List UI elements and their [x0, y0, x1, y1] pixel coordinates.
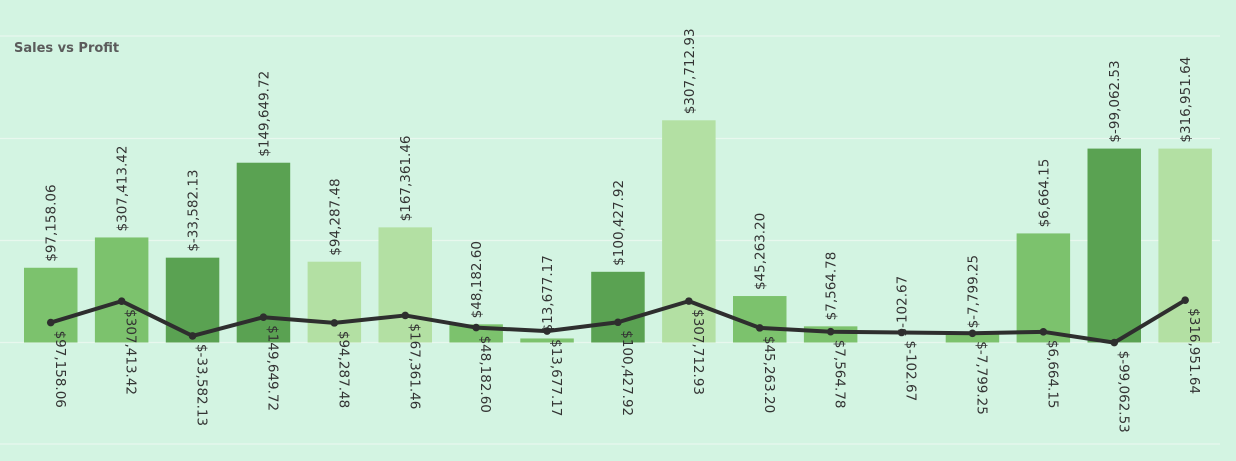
sales-bar: [24, 267, 78, 343]
bar-value-label: $-7,799.25: [965, 255, 981, 329]
sales-bar: [94, 237, 149, 343]
profit-point: [826, 327, 835, 336]
bar-value-label: $316,951.64: [1178, 57, 1194, 143]
line-value-label: $45,263.20: [761, 336, 777, 413]
line-value-label: $7,564.78: [832, 340, 848, 409]
line-value-label: $-7,799.25: [973, 341, 989, 415]
line-value-label: $100,427.92: [619, 330, 635, 416]
line-value-label: $94,287.48: [335, 331, 351, 408]
bar-value-label: $167,361.46: [398, 135, 414, 221]
line-value-label: $-99,062.53: [1115, 351, 1131, 433]
profit-point: [46, 318, 55, 327]
profit-point: [614, 318, 622, 327]
bar-value-label: $-102.67: [895, 276, 911, 337]
profit-point: [117, 297, 126, 305]
line-value-label: $97,158.06: [52, 331, 68, 408]
bar-value-label: $100,427.92: [611, 180, 627, 266]
bar-value-label: $6,664.15: [1036, 159, 1052, 228]
line-value-label: $149,649.72: [264, 325, 280, 411]
sales-bar: [591, 271, 645, 343]
bar-value-label: $45,263.20: [753, 213, 769, 290]
profit-point: [968, 329, 977, 338]
sales-bar: [378, 227, 432, 343]
profit-point: [330, 319, 339, 327]
profit-point: [259, 313, 268, 322]
line-value-label: $307,413.42: [123, 309, 139, 395]
sales-bar: [520, 338, 574, 343]
bar-value-label: $94,287.48: [327, 178, 343, 255]
profit-point: [401, 311, 410, 320]
chart-title: Sales vs Profit: [14, 41, 120, 56]
bar-value-label: $-99,062.53: [1107, 60, 1123, 142]
profit-point: [188, 332, 197, 340]
sales-bar: [236, 162, 291, 343]
bar-value-label: $307,712.93: [682, 28, 698, 114]
profit-point: [543, 327, 551, 335]
sales-bar: [1087, 148, 1141, 343]
line-value-label: $-102.67: [903, 341, 919, 402]
sales-bar: [1016, 233, 1071, 343]
bar-value-label: $149,649.72: [256, 71, 272, 157]
bar-value-label: $-33,582.13: [186, 169, 202, 251]
bar-value-label: $97,158.06: [44, 184, 60, 261]
profit-point: [1110, 338, 1119, 347]
profit-point: [472, 323, 480, 332]
sales-bar: [307, 261, 362, 343]
line-value-label: $48,182.60: [477, 336, 493, 413]
bar-value-label: $307,413.42: [115, 146, 131, 232]
sales-bar: [945, 334, 1000, 343]
bar-value-label: $13,677.17: [540, 255, 556, 332]
profit-point: [897, 328, 906, 337]
bar-value-label: $48,182.60: [469, 241, 485, 318]
profit-point: [1039, 328, 1048, 336]
profit-point: [1181, 296, 1189, 304]
profit-point: [755, 324, 764, 332]
profit-point: [685, 297, 693, 305]
bar-value-label: $7,564.78: [824, 252, 840, 321]
line-value-label: $307,712.93: [690, 309, 706, 395]
line-value-label: $6,664.15: [1044, 340, 1060, 409]
line-value-label: $167,361.46: [406, 323, 422, 409]
line-value-label: $-33,582.13: [194, 344, 210, 426]
line-value-label: $13,677.17: [548, 339, 564, 416]
line-value-label: $316,951.64: [1186, 308, 1202, 394]
